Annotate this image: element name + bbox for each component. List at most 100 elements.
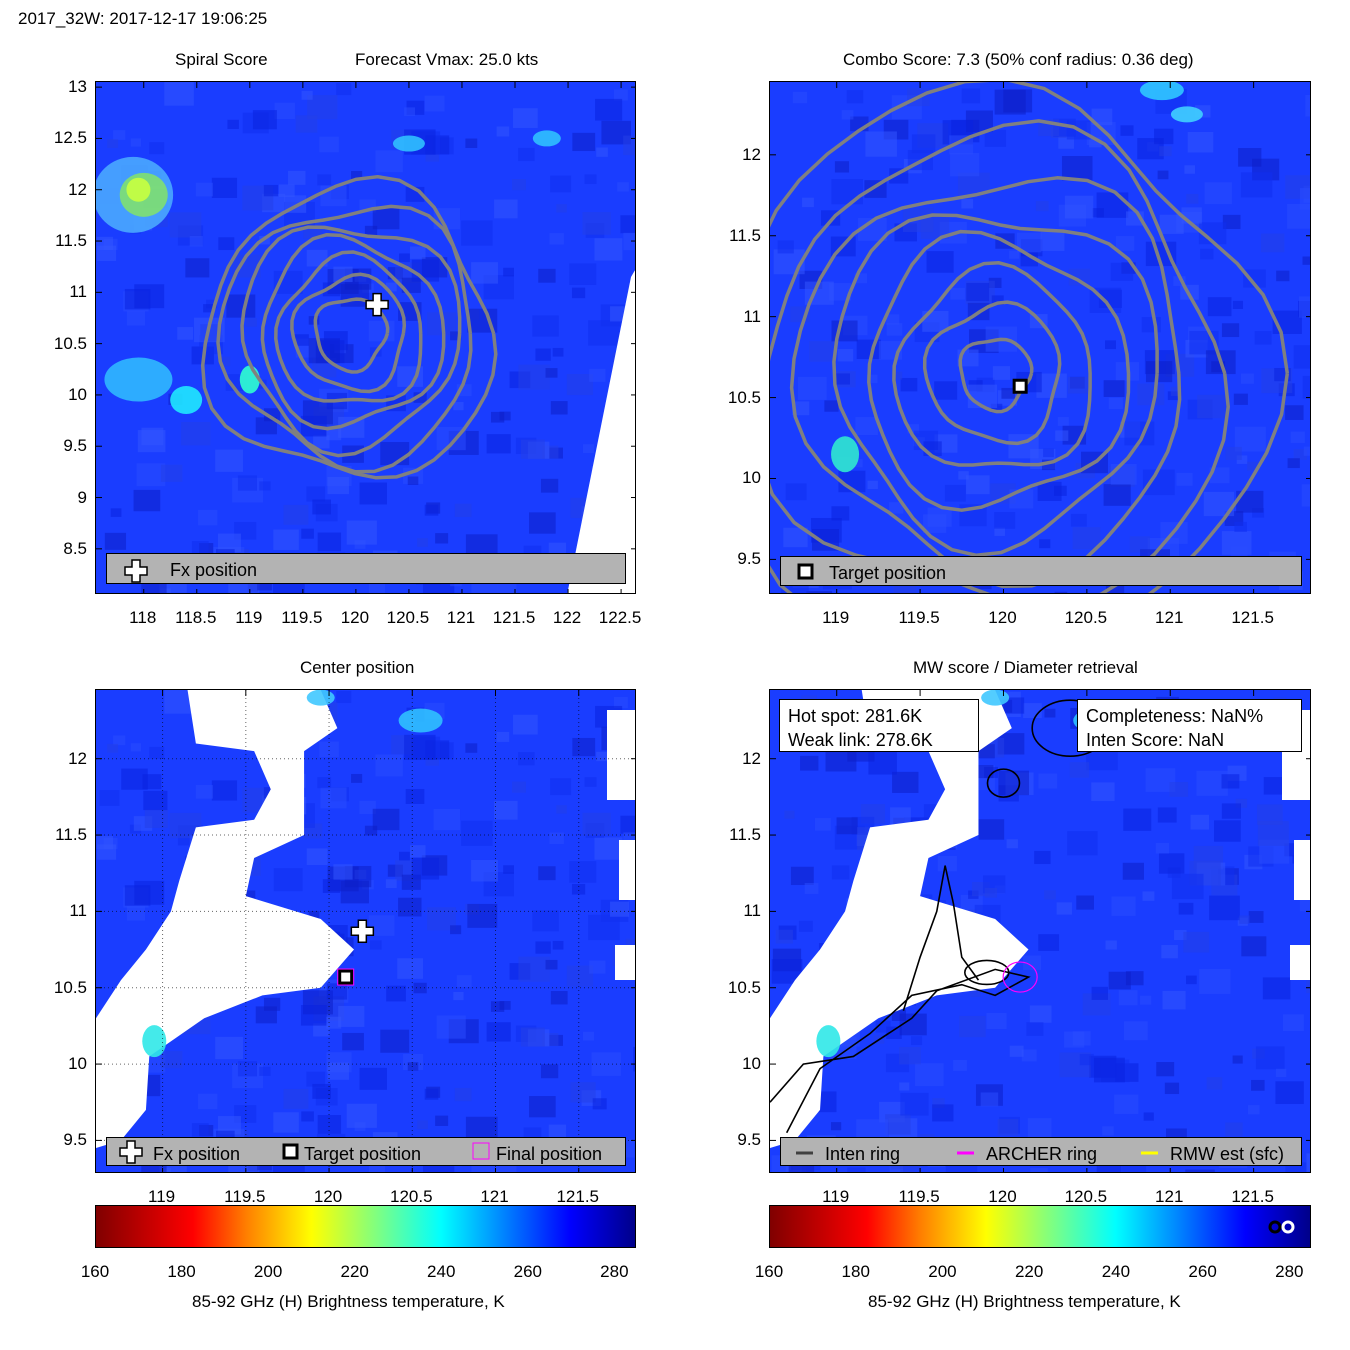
- contour-line: [958, 337, 1034, 414]
- x-tick-label: 120: [313, 1187, 343, 1206]
- x-tick-label: 122: [552, 608, 582, 627]
- hot-spot-value: Hot spot: 281.6K: [788, 706, 923, 726]
- no-data-region: [567, 270, 635, 593]
- combo-score-canvas: [770, 82, 1310, 593]
- cold-cloud-patch: [981, 690, 1010, 706]
- inten-contour: [964, 959, 1010, 986]
- contour-line: [240, 225, 462, 458]
- no-data-region: [1294, 840, 1310, 900]
- mw-legend-archer-label: ARCHER ring: [986, 1144, 1098, 1164]
- y-tick-label: 9.5: [63, 436, 87, 456]
- y-tick-label: 11.5: [55, 825, 87, 845]
- contour-line: [260, 233, 446, 431]
- y-tick-label: 12.5: [53, 128, 87, 148]
- x-tick-label: 119: [148, 1187, 176, 1206]
- x-tick-label: 120.5: [389, 1187, 433, 1206]
- colorbar-tick-label: 260: [513, 1262, 542, 1281]
- x-tick-label: 121: [446, 608, 476, 627]
- x-tick-label: 121.5: [556, 1187, 600, 1206]
- y-tick-label: 10: [68, 1054, 87, 1074]
- colorbar-tick-label: 260: [1188, 1262, 1217, 1281]
- colorbar-tick-label: 160: [754, 1262, 784, 1281]
- y-tick-label: 8.5: [63, 538, 87, 558]
- target-position-square-icon: [797, 563, 814, 580]
- x-tick-label: 121: [1155, 1187, 1184, 1206]
- archer-ring: [1002, 961, 1038, 993]
- colorbar-tick-label: 160: [80, 1262, 110, 1281]
- mw-legend: Inten ring ARCHER ring RMW est (sfc): [780, 1137, 1302, 1166]
- axis-ticks: [770, 82, 1310, 593]
- no-data-region: [607, 710, 635, 800]
- cold-cloud-patch: [104, 357, 173, 402]
- hot-spot-info-box: Hot spot: 281.6K Weak link: 278.6K: [779, 699, 979, 752]
- center-position-plot: Fx position Target position Final positi…: [95, 689, 636, 1173]
- colorbar-left: [95, 1205, 636, 1248]
- contour-line: [922, 300, 1062, 446]
- y-tick-label: 10.5: [727, 977, 761, 997]
- no-data-region: [619, 840, 635, 900]
- inten-score-value: Inten Score: NaN: [1086, 730, 1225, 750]
- y-tick-label: 11.5: [729, 225, 761, 245]
- x-tick-label: 119: [235, 608, 263, 627]
- y-tick-label: 11: [743, 901, 761, 921]
- inten-contour: [770, 968, 1031, 1134]
- x-tick-label: 121.5: [1231, 1187, 1274, 1206]
- combo-panel-title: Combo Score: 7.3 (50% conf radius: 0.36 …: [843, 50, 1194, 69]
- colorbar-right: [769, 1205, 1311, 1248]
- mw-legend-rmw-label: RMW est (sfc): [1170, 1144, 1284, 1164]
- center-legend-fx-label: Fx position: [153, 1144, 241, 1164]
- x-tick-label: 120.5: [1064, 1187, 1108, 1206]
- y-tick-label: 10.5: [727, 387, 761, 407]
- colorbar-tick-label: 280: [1275, 1262, 1304, 1281]
- colorbar-tick-label: 200: [928, 1262, 957, 1281]
- inten-ring-line-icon: [796, 1151, 813, 1155]
- colorbar-right-label: 85-92 GHz (H) Brightness temperature, K: [868, 1292, 1181, 1311]
- rmw-est-line-icon: [1141, 1151, 1158, 1155]
- x-tick-label: 119: [822, 608, 850, 627]
- no-data-region: [615, 945, 635, 980]
- y-tick-label: 9.5: [63, 1130, 87, 1150]
- x-tick-label: 120.5: [1064, 608, 1108, 627]
- y-tick-label: 11.5: [55, 231, 87, 251]
- x-tick-label: 121.5: [1231, 608, 1274, 627]
- contour-line: [892, 261, 1092, 467]
- inten-contour: [986, 768, 1021, 798]
- x-tick-label: 122.5: [598, 608, 642, 627]
- x-tick-label: 120: [340, 608, 370, 627]
- mw-score-plot: Hot spot: 281.6K Weak link: 278.6K Compl…: [769, 689, 1311, 1173]
- cold-cloud-patch: [816, 1025, 841, 1058]
- y-tick-label: 10: [742, 1054, 761, 1074]
- y-tick-label: 11.5: [729, 825, 761, 845]
- cold-cloud-patch: [1170, 106, 1203, 123]
- cold-cloud-patch: [398, 708, 443, 733]
- y-tick-label: 12: [68, 748, 87, 768]
- target-position-marker: [338, 969, 354, 985]
- score-contours: [200, 174, 498, 480]
- y-tick-label: 10: [68, 384, 87, 404]
- colorbar-left-label: 85-92 GHz (H) Brightness temperature, K: [192, 1292, 505, 1311]
- completeness-value: Completeness: NaN%: [1086, 706, 1264, 726]
- lat-lon-grid: [96, 690, 635, 1172]
- y-tick-label: 12: [68, 179, 87, 199]
- spiral-legend-fx-label: Fx position: [170, 560, 258, 580]
- x-tick-label: 119.5: [224, 1187, 266, 1206]
- fx-position-marker: [350, 919, 375, 943]
- x-tick-label: 120.5: [386, 608, 430, 627]
- y-tick-label: 11: [69, 282, 87, 302]
- contour-line: [789, 176, 1182, 589]
- cold-cloud-patch: [306, 690, 335, 706]
- y-tick-label: 11: [69, 901, 87, 921]
- contour-line: [832, 213, 1159, 558]
- axis-ticks: [770, 690, 1310, 1172]
- contour-line: [290, 272, 407, 394]
- center-legend-target-label: Target position: [304, 1144, 422, 1164]
- x-tick-label: 120: [988, 1187, 1017, 1206]
- combo-legend: Target position: [780, 556, 1302, 586]
- x-tick-label: 119.5: [898, 1187, 940, 1206]
- inten-contour: [902, 865, 980, 1011]
- no-data-region: [1290, 945, 1310, 980]
- x-tick-label: 119.5: [898, 608, 940, 627]
- x-tick-label: 121.5: [492, 608, 536, 627]
- cold-cloud-patch: [239, 365, 260, 394]
- contour-line: [216, 204, 473, 474]
